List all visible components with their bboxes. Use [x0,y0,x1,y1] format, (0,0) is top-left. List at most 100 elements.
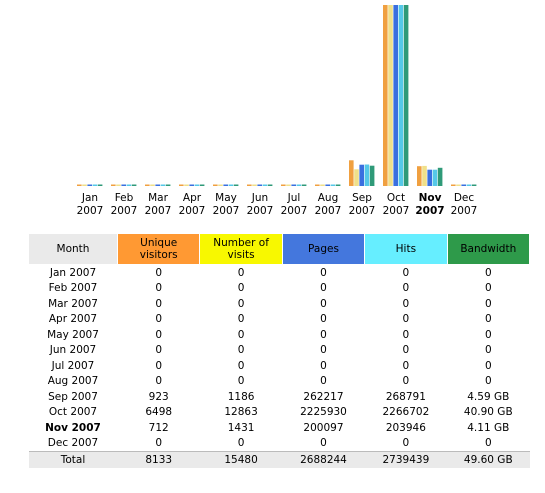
unique-visitors-cell: 0 [155,297,163,310]
x-tick-month: Jun [251,192,268,204]
bar-group-sep [349,160,375,186]
x-tick-month: Jul [287,192,301,204]
hits-cell: 0 [402,344,410,357]
pages-cell: 0 [320,359,327,372]
bar-group-feb [111,184,137,186]
visits-cell: 1431 [227,421,255,434]
table-row: Jul 2007 0 0 0 0 0 [29,358,530,374]
bar-number-of-visits [354,169,359,186]
pages-cell: 200097 [303,421,344,434]
pages-cell: 0 [320,375,327,388]
bar-hits [466,184,472,186]
month-cell: Apr 2007 [48,313,98,326]
pages-cell: 262217 [303,390,344,403]
hits-cell: 0 [402,313,410,326]
month-cell: Feb 2007 [48,282,98,295]
bar-number-of-visits [82,184,87,186]
bar-pages [427,169,432,186]
month-cell: May 2007 [47,328,99,341]
bar-pages [121,184,126,186]
table-row: Feb 2007 0 0 0 0 0 [29,281,530,297]
bar-hits [330,184,336,186]
bar-hits [160,184,166,186]
bar-pages [155,184,160,186]
bar-hits [228,184,234,186]
x-tick-month: Mar [148,192,168,204]
visits-cell: 0 [237,437,245,450]
bar-group-jul [281,184,307,186]
pages-cell: 0 [320,282,327,295]
monthly-history-chart: Jan2007Feb2007Mar2007Apr2007May2007Jun20… [77,5,478,217]
bar-unique-visitors [451,184,456,186]
bar-hits [364,164,370,186]
unique-visitors-cell: 0 [155,437,163,450]
bar-unique-visitors [281,184,286,186]
month-cell: Oct 2007 [48,406,98,419]
x-tick-year: 2007 [213,205,240,217]
bar-pages [87,184,92,186]
x-tick-year: 2007 [179,205,206,217]
hits-cell: 0 [402,266,410,279]
unique-visitors-cell: 0 [155,282,163,295]
table-row: Apr 2007 0 0 0 0 0 [29,312,530,328]
bandwidth-cell: 0 [484,359,492,372]
table-row: Dec 2007 0 0 0 0 0 [29,436,530,452]
bar-number-of-visits [286,184,291,186]
hits-cell: 203946 [385,421,426,434]
bar-unique-visitors [77,184,82,186]
unique-visitors-cell: 923 [148,390,169,403]
x-tick-year: 2007 [281,205,308,217]
bar-number-of-visits [252,184,257,186]
x-tick-year: 2007 [415,205,444,217]
hits-cell: 0 [402,375,410,388]
bar-hits [194,184,200,186]
header-hits: Hits [364,233,448,265]
bar-number-of-visits [184,184,189,186]
hits-cell: 0 [402,282,410,295]
x-tick-year: 2007 [247,205,274,217]
month-cell: Nov 2007 [45,421,101,434]
bar-unique-visitors [315,184,320,186]
month-cell: Mar 2007 [48,297,98,310]
bar-hits [432,169,438,186]
bandwidth-cell: 0 [484,282,492,295]
visits-cell: 12863 [224,406,258,419]
bandwidth-cell: 0 [484,375,492,388]
bar-hits [92,184,98,186]
bar-group-oct [383,5,409,186]
hits-cell: 0 [402,328,410,341]
bandwidth-cell: 0 [484,313,492,326]
bar-bandwidth [233,184,239,186]
visits-cell: 0 [237,297,245,310]
month-cell: Aug 2007 [47,375,99,388]
visits-cell: 0 [237,328,245,341]
bar-unique-visitors [179,184,184,186]
bar-bandwidth [335,184,341,186]
table-row: Jan 2007 0 0 0 0 0 [29,265,530,281]
pages-cell: 0 [320,266,327,279]
visits-cell: 0 [237,313,245,326]
bar-unique-visitors [417,166,422,186]
x-tick-month: May [215,192,237,204]
table-row: Aug 2007 0 0 0 0 0 [29,374,530,390]
visits-cell: 0 [237,282,245,295]
month-cell: Jun 2007 [49,344,97,357]
total-pages-cell: 2688244 [282,451,365,468]
bar-hits [262,184,268,186]
bar-pages [359,164,364,186]
bandwidth-cell: 40.90 GB [463,406,513,419]
x-tick-year: 2007 [451,205,478,217]
bar-bandwidth [165,184,171,186]
hits-cell: 0 [402,437,410,450]
x-tick-year: 2007 [145,205,172,217]
hits-cell: 0 [402,297,410,310]
pages-cell: 0 [320,328,327,341]
total-hits-cell: 2739439 [364,451,448,468]
bar-bandwidth [267,184,273,186]
month-cell: Jul 2007 [51,359,95,372]
total-month-cell: Total [28,451,118,468]
bar-number-of-visits [116,184,121,186]
x-tick-month: Feb [115,192,134,204]
total-visits-cell: 15480 [199,451,283,468]
bar-bandwidth [199,184,205,186]
